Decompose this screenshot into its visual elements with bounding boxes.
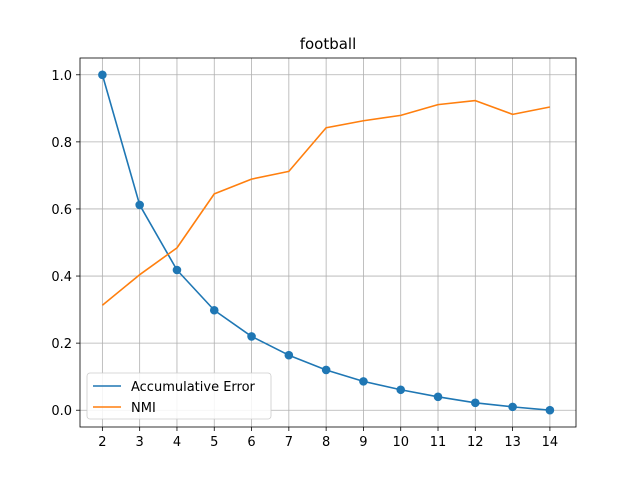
accumulative-error-legend-label: Accumulative Error — [131, 380, 256, 395]
x-tick-label: 2 — [98, 435, 106, 450]
x-tick-label: 4 — [173, 435, 181, 450]
x-tick-label: 11 — [430, 435, 447, 450]
series-layer — [98, 70, 555, 415]
accumulative-error-point — [247, 332, 256, 341]
x-tick-label: 9 — [359, 435, 367, 450]
accumulative-error-point — [98, 70, 107, 80]
accumulative-error-point — [545, 405, 555, 415]
x-tick-label: 10 — [392, 435, 409, 450]
accumulative-error-point — [284, 350, 294, 360]
x-tick-label: 5 — [210, 435, 218, 450]
accumulative-error-point — [359, 377, 368, 386]
x-tick-label: 13 — [504, 435, 521, 450]
y-tick-label: 0.8 — [51, 136, 72, 151]
y-tick-label: 1.0 — [51, 69, 72, 84]
accumulative-error-point — [209, 305, 219, 315]
legend-box — [86, 372, 272, 420]
x-tick-label: 6 — [247, 435, 255, 450]
accumulative-error-point — [508, 402, 517, 412]
chart-title: football — [300, 35, 357, 53]
x-tick-label: 3 — [136, 435, 144, 450]
x-tick-label: 7 — [285, 435, 293, 450]
y-tick-label: 0.0 — [51, 404, 72, 419]
x-tick-label: 8 — [322, 435, 330, 450]
legend: Accumulative Error NMI — [86, 372, 272, 420]
accumulative-error-point — [471, 398, 480, 408]
accumulative-error-point — [172, 265, 182, 275]
nmi-legend-label: NMI — [131, 401, 156, 416]
grid-lines — [80, 58, 576, 427]
y-tick-label: 0.6 — [51, 203, 72, 218]
accumulative-error-point — [396, 385, 406, 395]
nmi-line — [101, 99, 551, 306]
accumulative-error-point — [135, 200, 144, 210]
accumulative-error-point — [321, 365, 331, 375]
plot-frame — [79, 57, 577, 428]
accumulative-error-point — [433, 392, 443, 402]
y-tick-label: 0.2 — [51, 337, 72, 352]
x-tick-label: 14 — [542, 435, 559, 450]
y-tick-label: 0.4 — [51, 270, 72, 285]
axes: 2 3 4 5 6 7 8 9 10 11 12 13 14 0.0 0.2 0.4 0.6 0.8 1.0 — [51, 57, 577, 450]
x-tick-label: 12 — [467, 435, 484, 450]
